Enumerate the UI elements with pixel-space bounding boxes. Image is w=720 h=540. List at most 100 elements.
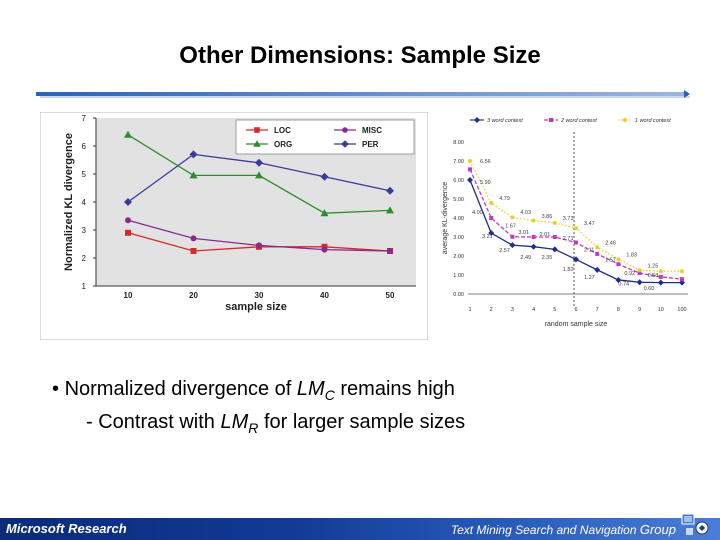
slide-title: Other Dimensions: Sample Size [179,42,541,69]
right-point [595,245,600,250]
left-legend-marker [254,127,260,133]
right-point [467,177,473,183]
bullet2-prefix: - Contrast with [86,411,221,433]
right-point [530,243,537,250]
right-y-tick-label: 1.00 [453,273,464,279]
right-y-tick-label: 8.00 [453,140,464,146]
right-point [574,240,578,245]
left-y-tick-label: 1 [82,282,87,291]
right-point [552,220,557,225]
right-point-label: 2.49 [520,255,531,261]
right-x-tick-label: 9 [638,307,641,313]
right-legend-label: 2 word context [560,118,597,124]
right-point [595,251,600,256]
right-point-label: 1.57 [605,258,616,264]
left-x-tick-label: 10 [124,291,133,300]
right-point-label: 1.25 [648,263,659,269]
right-point [531,235,536,239]
right-y-tick-label: 6.00 [453,178,464,184]
footer-left-text: Microsoft Research [6,521,127,536]
right-point [636,279,643,286]
left-point-org [320,209,329,217]
bullet2-subscript: R [248,420,259,436]
right-point-label: 3.73 [563,216,574,222]
title-underline [36,92,688,96]
left-point-misc [256,242,262,249]
right-point-label: 2.71 [563,236,574,242]
right-point [488,230,495,237]
left-y-tick-label: 2 [82,254,87,263]
bullet-list: • Normalized divergence of LMC remains h… [52,378,465,438]
left-legend-box [235,119,415,155]
bullet1-subscript: C [324,387,335,403]
right-y-axis-label: average KL-divergence [442,182,449,254]
title-underline-shadow [40,96,690,98]
right-x-tick-label: 8 [617,307,620,313]
right-point [551,246,558,253]
right-point [637,271,642,276]
logo-icon [681,513,709,535]
left-point-misc [190,235,197,242]
left-point-misc [387,248,393,254]
right-point-label: 4.03 [520,210,531,216]
right-point-label: 1.82 [563,267,574,273]
right-x-tick-label: 2 [490,307,493,313]
title-underline-arrow [684,90,690,98]
footer-right-label: Text Mining Search and Navigation [450,523,637,537]
bullet-item-2: - Contrast with LMR for larger sample si… [52,411,465,438]
right-point [574,226,578,231]
left-y-tick-label: 7 [82,114,87,123]
right-point [658,269,663,274]
left-point-per [386,186,394,195]
right-y-tick-label: 7.00 [453,159,464,165]
footer-right-group: Group [639,522,676,537]
left-point-per [189,150,198,159]
right-y-tick-label: 4.00 [453,216,464,222]
left-y-tick-label: 6 [82,142,87,151]
right-point [616,257,621,262]
bullet2-lm: LM [220,411,249,433]
right-legend-label: 1 word context [635,118,671,124]
right-x-tick-label: 100 [677,307,686,313]
right-x-tick-label: 7 [596,307,599,313]
right-point [510,215,515,220]
right-point-label: 1.83 [626,252,637,258]
right-y-tick-label: 2.00 [453,254,464,260]
left-point-org [124,130,132,138]
right-point-label: 0.60 [644,286,655,292]
left-point-per [124,198,132,206]
bullet1-prefix: Normalized divergence of [64,378,297,400]
right-point [468,159,472,163]
bullet1-suffix: remains high [334,378,455,400]
right-point [615,276,622,283]
left-legend-marker [341,140,349,148]
left-legend-label: LOC [274,126,291,135]
left-legend-marker [253,140,261,147]
right-point [489,216,494,220]
right-point-label: 5.99 [480,180,491,186]
right-point-label: 3.47 [584,221,595,227]
right-legend-label: 3 word context [487,118,523,124]
right-point-label: 3.86 [542,214,553,220]
right-point [573,256,579,263]
left-y-tick-label: 5 [82,170,87,179]
right-point-label: 0.58 [648,273,659,279]
right-y-tick-label: 5.00 [453,197,464,203]
left-legend-label: MISC [362,126,382,135]
left-x-tick-label: 50 [386,291,395,300]
right-point [594,266,601,273]
left-point-per [320,172,329,181]
right-legend-marker [549,118,553,122]
bullet2-suffix: for larger sample sizes [258,411,466,433]
left-point-misc [125,217,131,224]
left-y-tick-label: 3 [82,226,87,235]
right-x-tick-label: 5 [553,307,556,313]
right-point [510,234,515,239]
right-point-label: 1.67 [505,224,516,230]
right-y-tick-label: 3.00 [453,235,464,241]
footer-bar: Microsoft Research Text Mining Search an… [0,513,720,540]
bullet-item-1: • Normalized divergence of LMC remains h… [52,378,465,405]
right-point [658,274,663,279]
left-legend-label: PER [362,140,379,149]
right-point [616,262,621,267]
